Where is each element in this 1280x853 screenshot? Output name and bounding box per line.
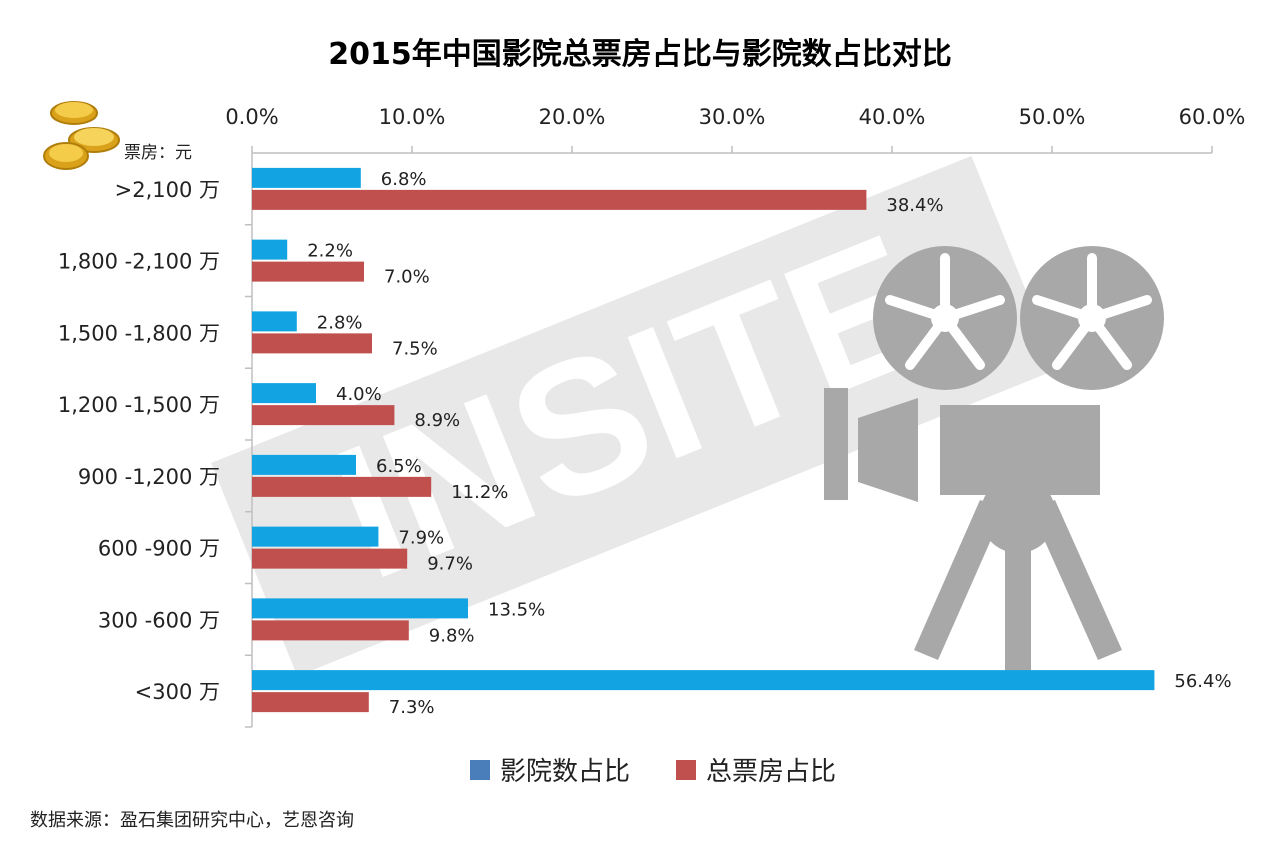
bars (252, 167, 1155, 713)
data-labels: 6.8% 38.4% 2.2% 7.0% 2.8% 7.5% 4.0% 8.9% 6.5% 11.… (307, 169, 1231, 718)
bar-cinemas (252, 598, 468, 619)
x-tick-label: 50.0% (1019, 105, 1086, 129)
data-label-cinemas: 6.5% (376, 456, 422, 477)
bar-cinemas (252, 670, 1155, 691)
category-labels: >2,100 万 1,800 -2,100 万 1,500 -1,800 万 1,20… (58, 178, 220, 704)
legend-swatch-cinemas (470, 760, 490, 780)
bar-boxoffice (252, 692, 369, 713)
category-label: 600 -900 万 (98, 537, 220, 561)
legend: 影院数占比 总票房占比 (470, 757, 836, 787)
bar-boxoffice (252, 189, 867, 210)
data-label-cinemas: 13.5% (488, 599, 545, 620)
data-label-boxoffice: 38.4% (886, 195, 943, 216)
bar-cinemas (252, 383, 316, 404)
category-label: 1,500 -1,800 万 (58, 321, 220, 345)
data-label-boxoffice: 8.9% (414, 410, 460, 431)
chart-title: 2015年中国影院总票房占比与影院数占比对比 (328, 37, 952, 72)
data-label-boxoffice: 7.0% (384, 267, 430, 288)
x-tick-label: 10.0% (379, 105, 446, 129)
legend-swatch-boxoffice (676, 760, 696, 780)
data-label-cinemas: 2.8% (317, 312, 363, 333)
data-label-boxoffice: 9.8% (429, 625, 475, 646)
x-tick-label: 40.0% (859, 105, 926, 129)
category-label: 300 -600 万 (98, 608, 220, 632)
legend-label-cinemas: 影院数占比 (500, 757, 630, 787)
data-label-cinemas: 6.8% (381, 169, 427, 190)
bar-cinemas (252, 311, 297, 332)
data-label-boxoffice: 9.7% (427, 554, 473, 575)
x-tick-label: 60.0% (1179, 105, 1246, 129)
bar-boxoffice (252, 261, 364, 282)
data-label-boxoffice: 7.5% (392, 338, 438, 359)
category-label: <300 万 (135, 680, 220, 704)
bar-boxoffice (252, 405, 395, 426)
bar-boxoffice (252, 333, 372, 354)
bar-boxoffice (252, 548, 408, 569)
category-label: 900 -1,200 万 (78, 465, 220, 489)
data-label-cinemas: 56.4% (1174, 671, 1231, 692)
bar-cinemas (252, 526, 379, 547)
unit-label: 票房：元 (124, 143, 192, 163)
x-tick-label: 20.0% (539, 105, 606, 129)
data-source: 数据来源：盈石集团研究中心，艺恩咨询 (30, 810, 354, 831)
bar-cinemas (252, 454, 356, 475)
data-label-cinemas: 4.0% (336, 384, 382, 405)
category-label: 1,800 -2,100 万 (58, 250, 220, 274)
x-tick-label: 30.0% (699, 105, 766, 129)
category-label: >2,100 万 (115, 178, 220, 202)
legend-label-boxoffice: 总票房占比 (706, 757, 836, 787)
bar-boxoffice (252, 476, 432, 497)
data-label-cinemas: 2.2% (307, 241, 353, 262)
gold-coins-icon (43, 101, 120, 170)
bar-boxoffice (252, 620, 409, 641)
data-label-boxoffice: 11.2% (451, 482, 508, 503)
bar-cinemas (252, 167, 361, 188)
film-projector-icon (824, 246, 1164, 675)
data-label-boxoffice: 7.3% (389, 697, 435, 718)
bar-cinemas (252, 239, 288, 260)
x-tick-label: 0.0% (225, 105, 278, 129)
data-label-cinemas: 7.9% (398, 528, 444, 549)
x-axis: 0.0% 10.0% 20.0% 30.0% 40.0% 50.0% 60.0% (225, 105, 1246, 728)
category-label: 1,200 -1,500 万 (58, 393, 220, 417)
